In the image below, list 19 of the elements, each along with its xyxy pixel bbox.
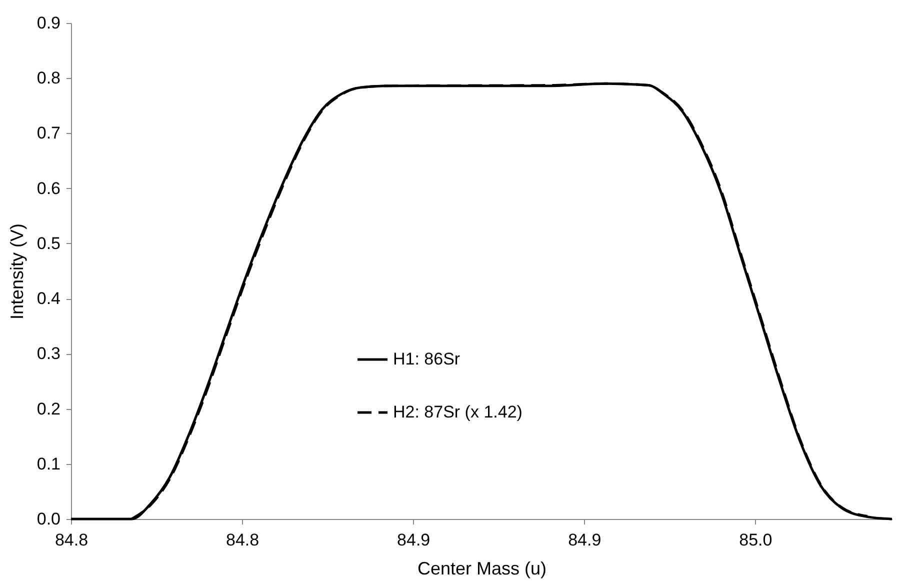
- y-tick-label: 0.4: [36, 289, 60, 308]
- x-axis-title: Center Mass (u): [417, 558, 547, 578]
- y-tick-label: 0.5: [36, 234, 60, 253]
- y-tick-label: 0.9: [36, 14, 60, 32]
- x-tick-label: 84.8: [226, 530, 260, 550]
- legend-label: H2: 87Sr (x 1.42): [393, 402, 522, 422]
- x-tick-label: 84.8: [54, 530, 88, 550]
- x-tick-label: 84.9: [568, 530, 602, 550]
- y-tick-label: 0.7: [36, 124, 60, 143]
- y-tick-label: 0.8: [36, 68, 60, 88]
- legend-label: H1: 86Sr: [393, 350, 460, 368]
- y-tick-label: 0.1: [36, 454, 60, 474]
- y-axis-title: Intensity (V): [6, 223, 27, 320]
- y-tick-label: 0.3: [36, 344, 60, 364]
- y-tick-label: 0.0: [36, 510, 60, 528]
- y-tick-label: 0.6: [36, 178, 60, 198]
- x-tick-label: 84.9: [397, 530, 430, 550]
- x-tick-label: 85.0: [739, 530, 772, 550]
- y-tick-label: 0.2: [36, 399, 60, 418]
